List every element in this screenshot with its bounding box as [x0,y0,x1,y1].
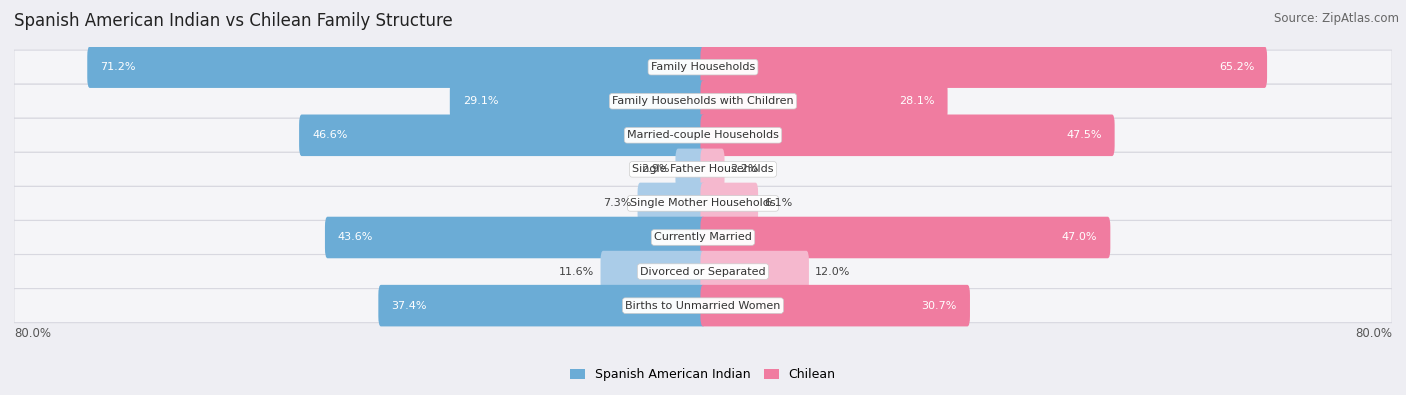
FancyBboxPatch shape [700,285,970,326]
FancyBboxPatch shape [14,152,1392,186]
FancyBboxPatch shape [600,251,706,292]
Text: Currently Married: Currently Married [654,233,752,243]
FancyBboxPatch shape [14,50,1392,84]
FancyBboxPatch shape [637,182,706,224]
Text: 6.1%: 6.1% [763,198,793,209]
Text: 29.1%: 29.1% [463,96,498,106]
FancyBboxPatch shape [700,217,1111,258]
Text: 30.7%: 30.7% [922,301,957,310]
FancyBboxPatch shape [14,118,1392,152]
Text: 43.6%: 43.6% [337,233,373,243]
FancyBboxPatch shape [700,251,808,292]
FancyBboxPatch shape [14,220,1392,254]
Text: Single Father Households: Single Father Households [633,164,773,174]
FancyBboxPatch shape [14,289,1392,323]
FancyBboxPatch shape [14,84,1392,118]
Text: 37.4%: 37.4% [391,301,427,310]
FancyBboxPatch shape [87,46,706,88]
FancyBboxPatch shape [378,285,706,326]
Text: 71.2%: 71.2% [100,62,135,72]
Text: 7.3%: 7.3% [603,198,631,209]
FancyBboxPatch shape [14,254,1392,289]
Text: 46.6%: 46.6% [312,130,347,140]
Text: Family Households with Children: Family Households with Children [612,96,794,106]
Text: 47.0%: 47.0% [1062,233,1098,243]
Text: Divorced or Separated: Divorced or Separated [640,267,766,276]
Text: 28.1%: 28.1% [900,96,935,106]
Text: 2.9%: 2.9% [641,164,669,174]
FancyBboxPatch shape [700,81,948,122]
FancyBboxPatch shape [675,149,706,190]
Text: Births to Unmarried Women: Births to Unmarried Women [626,301,780,310]
FancyBboxPatch shape [325,217,706,258]
Text: Single Mother Households: Single Mother Households [630,198,776,209]
Text: Married-couple Households: Married-couple Households [627,130,779,140]
Text: 11.6%: 11.6% [560,267,595,276]
Text: 65.2%: 65.2% [1219,62,1254,72]
FancyBboxPatch shape [700,46,1267,88]
Text: 12.0%: 12.0% [815,267,851,276]
FancyBboxPatch shape [700,182,758,224]
Text: Source: ZipAtlas.com: Source: ZipAtlas.com [1274,12,1399,25]
FancyBboxPatch shape [700,115,1115,156]
FancyBboxPatch shape [700,149,724,190]
FancyBboxPatch shape [299,115,706,156]
FancyBboxPatch shape [14,186,1392,220]
Text: Family Households: Family Households [651,62,755,72]
Text: 47.5%: 47.5% [1066,130,1102,140]
Text: Spanish American Indian vs Chilean Family Structure: Spanish American Indian vs Chilean Famil… [14,12,453,30]
FancyBboxPatch shape [450,81,706,122]
Legend: Spanish American Indian, Chilean: Spanish American Indian, Chilean [565,363,841,386]
Text: 2.2%: 2.2% [731,164,759,174]
Text: 80.0%: 80.0% [14,327,51,340]
Text: 80.0%: 80.0% [1355,327,1392,340]
